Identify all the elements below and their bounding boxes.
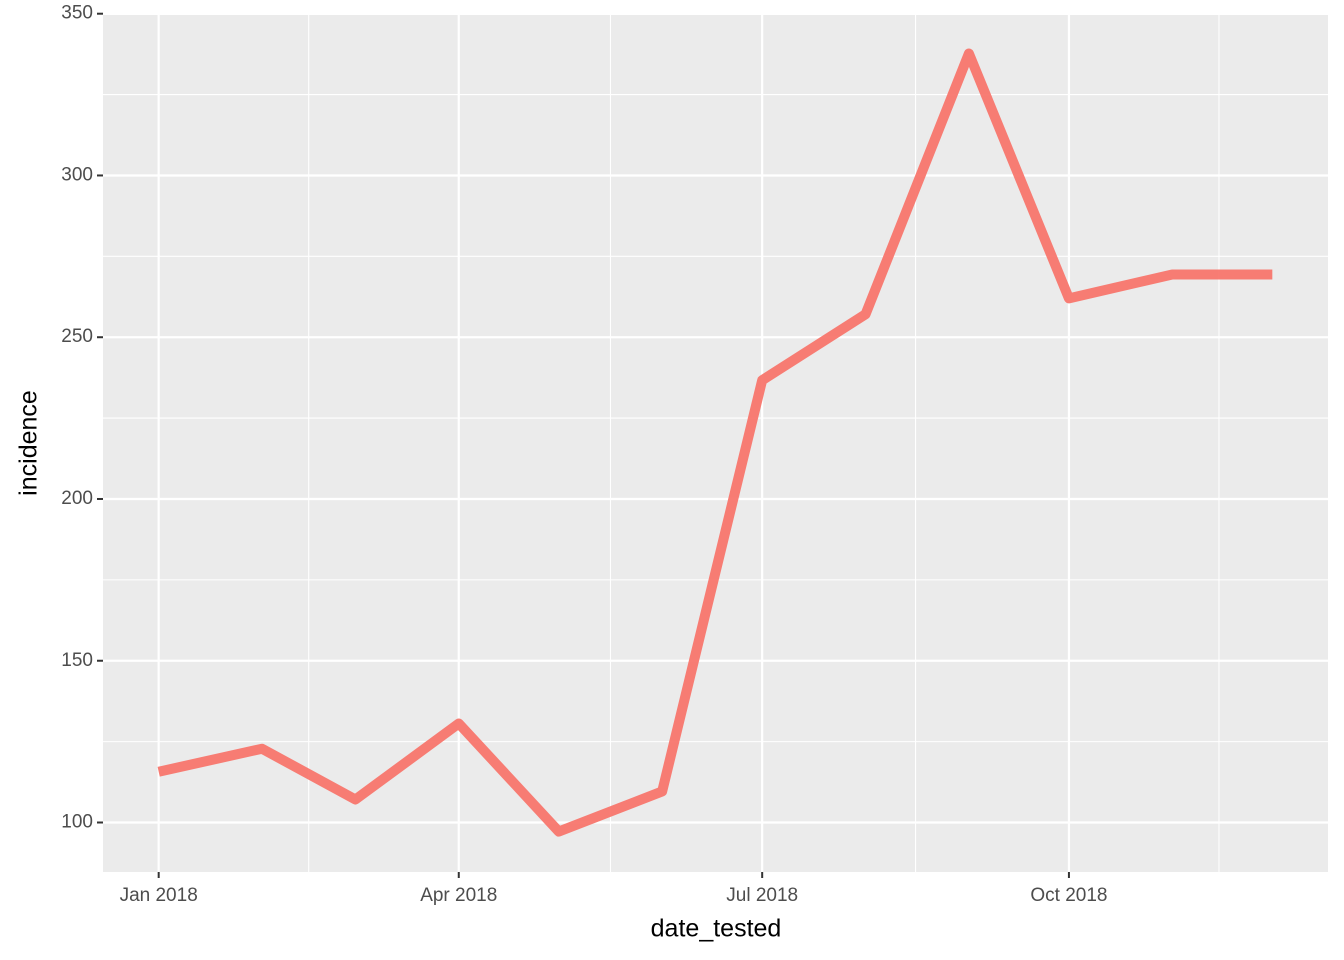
y-tick-label: 300 [61,164,93,185]
y-tick-label: 350 [61,3,93,24]
x-axis-title: date_tested [651,915,782,943]
data-line [157,48,1273,837]
x-tick-label: Jul 2018 [726,885,798,906]
y-tick-label: 100 [61,812,93,833]
plot-panel [103,15,1328,872]
y-tick-label: 250 [61,326,93,347]
x-tick-label: Apr 2018 [420,885,497,906]
x-tick-label: Jan 2018 [120,885,198,906]
x-tick-label: Oct 2018 [1030,885,1107,906]
y-axis-title: incidence [15,390,43,496]
y-tick-label: 200 [61,488,93,509]
y-tick-label: 150 [61,650,93,671]
